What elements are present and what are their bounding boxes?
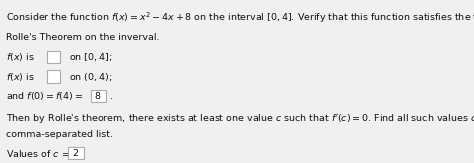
Text: $f(x)$ is: $f(x)$ is xyxy=(6,51,34,63)
Text: on $[0, 4]$;: on $[0, 4]$; xyxy=(69,51,112,63)
Text: .: . xyxy=(110,92,113,101)
Text: Values of $c$ =:: Values of $c$ =: xyxy=(6,148,73,159)
Text: Rolle's Theorem on the inverval.: Rolle's Theorem on the inverval. xyxy=(6,33,159,42)
Text: 8: 8 xyxy=(92,92,104,101)
Text: on $(0, 4)$;: on $(0, 4)$; xyxy=(69,71,112,83)
Text: $f(x)$ is: $f(x)$ is xyxy=(6,71,34,83)
Text: Consider the function $f(x) = x^2 - 4x + 8$ on the interval $[0, 4]$. Verify tha: Consider the function $f(x) = x^2 - 4x +… xyxy=(6,11,474,25)
Text: comma-separated list.: comma-separated list. xyxy=(6,130,113,139)
Text: and $f(0) = f(4) =$: and $f(0) = f(4) =$ xyxy=(6,90,82,102)
Text: 2: 2 xyxy=(70,149,82,158)
Text: Then by Rolle's theorem, there exists at least one value $c$ such that $f'(c) = : Then by Rolle's theorem, there exists at… xyxy=(6,112,474,126)
